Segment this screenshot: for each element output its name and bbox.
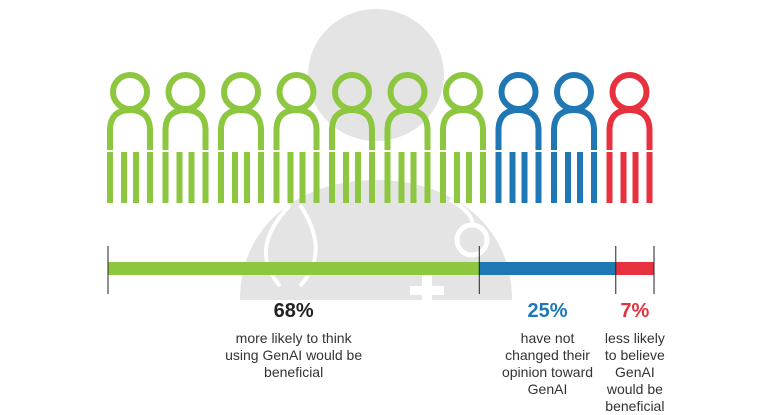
person-outline-icon: [329, 72, 375, 203]
people-icons: [107, 72, 653, 203]
description-label-more_likely: more likely to think using GenAI would b…: [225, 330, 363, 380]
bar-segment-more_likely: [108, 262, 480, 275]
person-outline-icon: [440, 72, 486, 203]
person-outline-icon: [273, 72, 320, 203]
bar-segment-no_change: [479, 262, 616, 275]
person-outline-icon: [551, 72, 597, 203]
person-outline-icon: [384, 72, 431, 203]
bar-segment-less_likely: [615, 262, 654, 275]
person-outline-icon: [218, 72, 264, 203]
percent-label-no_change: 25%: [527, 300, 568, 322]
bar-ticks: [107, 246, 655, 294]
person-outline-icon: [162, 72, 209, 203]
description-label-less_likely: less likely to believe GenAI would be be…: [604, 330, 665, 414]
person-outline-icon: [606, 72, 653, 203]
person-outline-icon: [495, 72, 542, 203]
percent-label-less_likely: 7%: [620, 300, 650, 322]
stacked-bar: [108, 262, 654, 275]
person-outline-icon: [107, 72, 153, 203]
description-label-no_change: have not changed their opinion toward Ge…: [501, 330, 594, 397]
percent-label-more_likely: 68%: [273, 300, 314, 322]
